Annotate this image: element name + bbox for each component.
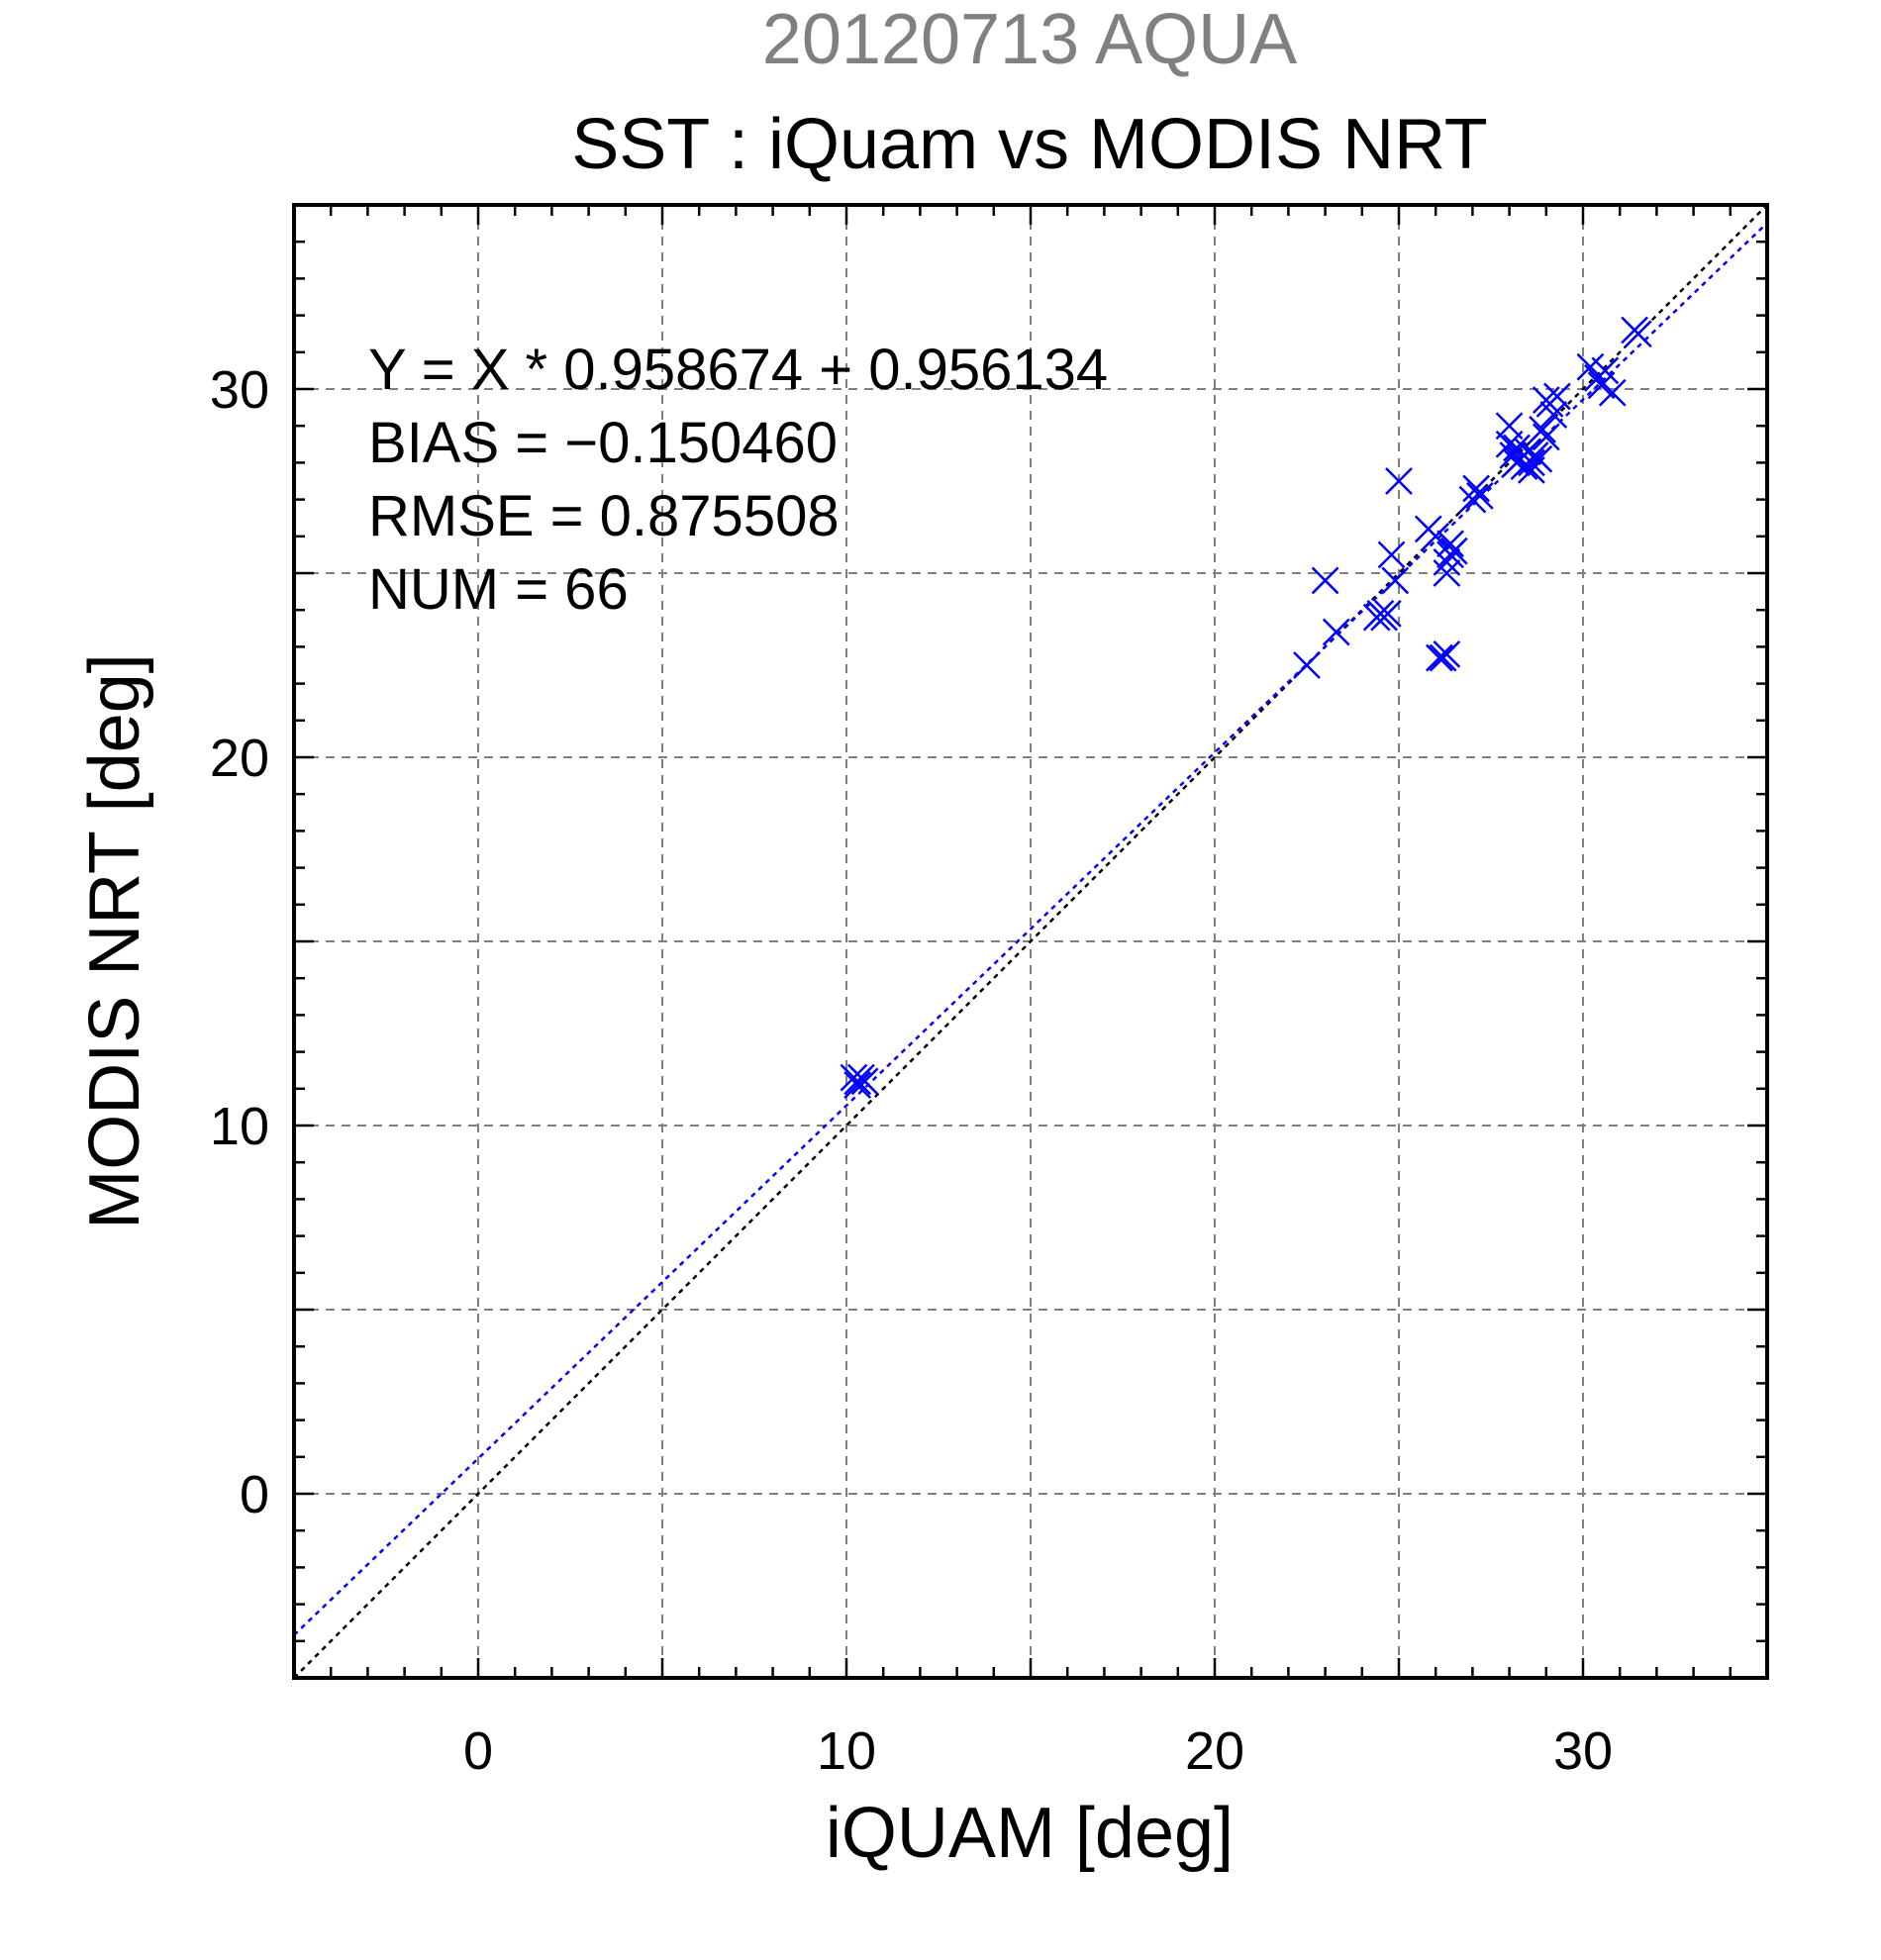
- data-point: [1433, 547, 1461, 576]
- y-tick-label: 0: [240, 1465, 269, 1524]
- data-point: [1539, 401, 1568, 429]
- data-point: [1543, 382, 1571, 411]
- regression-fit-line: [294, 222, 1767, 1636]
- data-point: [1598, 378, 1627, 407]
- x-tick-label: 30: [1553, 1721, 1613, 1781]
- data-point: [1293, 651, 1321, 679]
- x-tick-label: 20: [1185, 1721, 1244, 1781]
- data-point: [1465, 481, 1494, 510]
- data-point: [843, 1071, 872, 1099]
- data-point: [1495, 430, 1524, 458]
- data-point: [1422, 522, 1450, 550]
- data-point: [1529, 416, 1556, 443]
- y-tick-label: 20: [210, 729, 269, 788]
- data-point: [1377, 540, 1406, 569]
- data-point: [1458, 485, 1487, 514]
- data-point: [1591, 356, 1620, 385]
- x-axis-label: iQUAM [deg]: [826, 1794, 1234, 1873]
- stat-rmse: RMSE = 0.875508: [368, 484, 840, 548]
- x-tick-label: 0: [463, 1721, 493, 1781]
- plot-frame: [292, 203, 1769, 1680]
- data-points: [840, 316, 1652, 1099]
- stat-fit-equation: Y = X * 0.958674 + 0.956134: [368, 338, 1108, 402]
- stat-num: NUM = 66: [368, 557, 629, 622]
- data-point: [1385, 467, 1413, 495]
- data-point: [1322, 618, 1350, 646]
- data-point: [1373, 600, 1402, 628]
- y-axis-label: MODIS NRT [deg]: [75, 653, 154, 1229]
- stat-bias: BIAS = −0.150460: [368, 411, 838, 475]
- x-tick-labels: 0 10 20 30: [463, 1721, 1613, 1781]
- data-point: [1525, 444, 1553, 473]
- data-point: [1462, 474, 1491, 503]
- data-point: [1381, 566, 1410, 595]
- chart-date-title: 20120713 AQUA: [762, 0, 1297, 79]
- data-point: [850, 1067, 879, 1096]
- y-tick-label: 10: [210, 1097, 269, 1156]
- y-tick-label: 30: [210, 360, 269, 420]
- data-point: [1624, 320, 1652, 348]
- data-point: [1433, 639, 1461, 668]
- data-point: [1532, 423, 1560, 451]
- grid: [294, 205, 1767, 1678]
- chart-title: SST : iQuam vs MODIS NRT: [571, 105, 1488, 184]
- y-tick-labels: 0 10 20 30: [210, 360, 269, 1524]
- data-point: [1436, 530, 1464, 558]
- data-point: [1426, 643, 1453, 672]
- stats-box: Y = X * 0.958674 + 0.956134 BIAS = −0.15…: [368, 338, 1108, 622]
- data-point: [1433, 559, 1461, 587]
- identity-line: [294, 205, 1767, 1678]
- x-tick-label: 10: [817, 1721, 876, 1781]
- data-point: [1518, 448, 1545, 477]
- data-point: [1311, 566, 1339, 595]
